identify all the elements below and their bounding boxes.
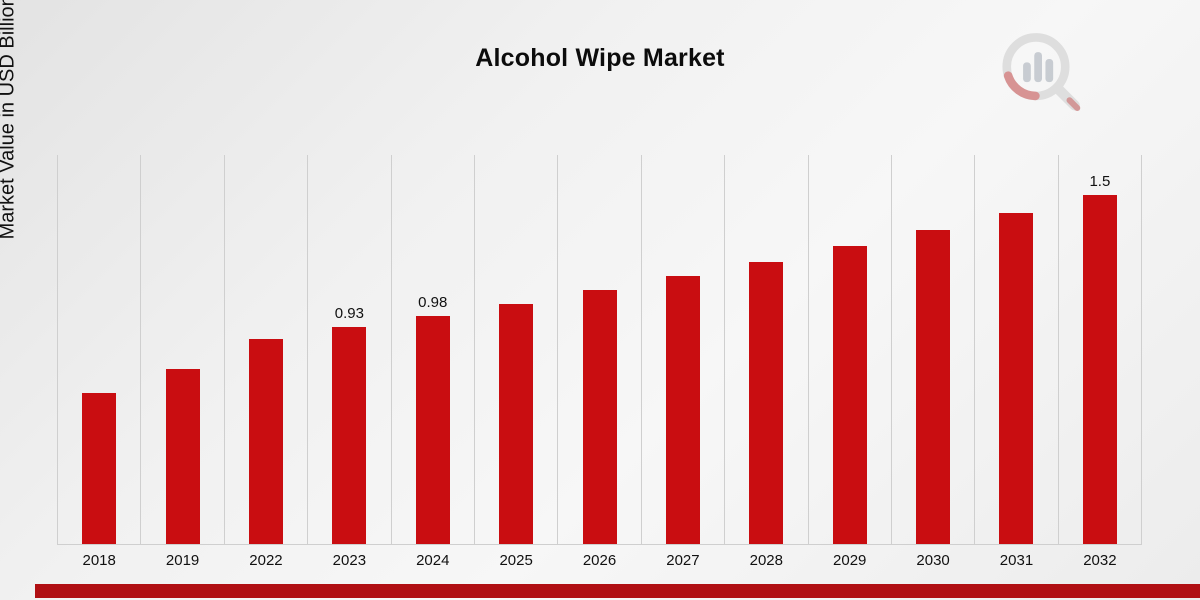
y-axis-label: Market Value in USD Billion xyxy=(0,0,19,240)
bar-column: 2024 0.98 xyxy=(390,155,474,569)
x-tick-label: 2027 xyxy=(666,552,700,569)
x-tick-label: 2023 xyxy=(332,552,367,569)
footer-accent-bar xyxy=(35,584,1200,598)
bar-column: 2028 xyxy=(724,155,807,569)
bar xyxy=(165,369,200,544)
bar-column: 2031 xyxy=(974,155,1057,569)
bar xyxy=(582,290,617,544)
x-tick-label: 2029 xyxy=(833,552,867,569)
value-label: 1.5 xyxy=(1089,172,1111,190)
x-tick-label: 2026 xyxy=(582,552,617,569)
bar xyxy=(1082,194,1117,544)
bar-column: 2025 xyxy=(473,155,557,569)
bar xyxy=(999,213,1034,544)
plot-area: 2018 2019 2022 2023 0.93 2024 0.98 2025 2026 2027… xyxy=(57,155,1142,569)
bar-column: 2019 xyxy=(140,155,223,569)
x-tick-label: 2030 xyxy=(916,552,950,569)
bar-column: 2032 1.5 xyxy=(1057,155,1141,569)
x-tick-label: 2024 xyxy=(416,552,450,569)
bar xyxy=(832,245,867,544)
bar xyxy=(248,339,283,544)
x-tick-label: 2028 xyxy=(749,552,783,569)
bar-column: 2029 xyxy=(807,155,891,569)
bar xyxy=(916,229,951,544)
chart-title: Alcohol Wipe Market xyxy=(475,44,725,72)
bar xyxy=(665,276,700,544)
bar-column: 2018 xyxy=(57,155,140,569)
value-label: 0.93 xyxy=(334,305,364,323)
x-tick-label: 2018 xyxy=(82,552,116,569)
x-tick-label: 2031 xyxy=(999,552,1034,569)
x-tick-label: 2022 xyxy=(249,552,283,569)
bar-column: 2023 0.93 xyxy=(307,155,390,569)
x-tick-label: 2019 xyxy=(165,552,200,569)
bar xyxy=(82,392,117,544)
x-tick-label: 2025 xyxy=(499,552,533,569)
bar-column: 2022 xyxy=(223,155,307,569)
bar xyxy=(499,304,534,544)
bar xyxy=(332,327,367,544)
brand-logo-icon xyxy=(994,28,1090,114)
value-label: 0.98 xyxy=(418,293,448,311)
bar xyxy=(415,315,450,544)
bar-column: 2030 xyxy=(890,155,974,569)
bar-column: 2026 xyxy=(557,155,640,569)
bar xyxy=(749,262,784,544)
bar-column: 2027 xyxy=(640,155,724,569)
x-tick-label: 2032 xyxy=(1083,552,1117,569)
